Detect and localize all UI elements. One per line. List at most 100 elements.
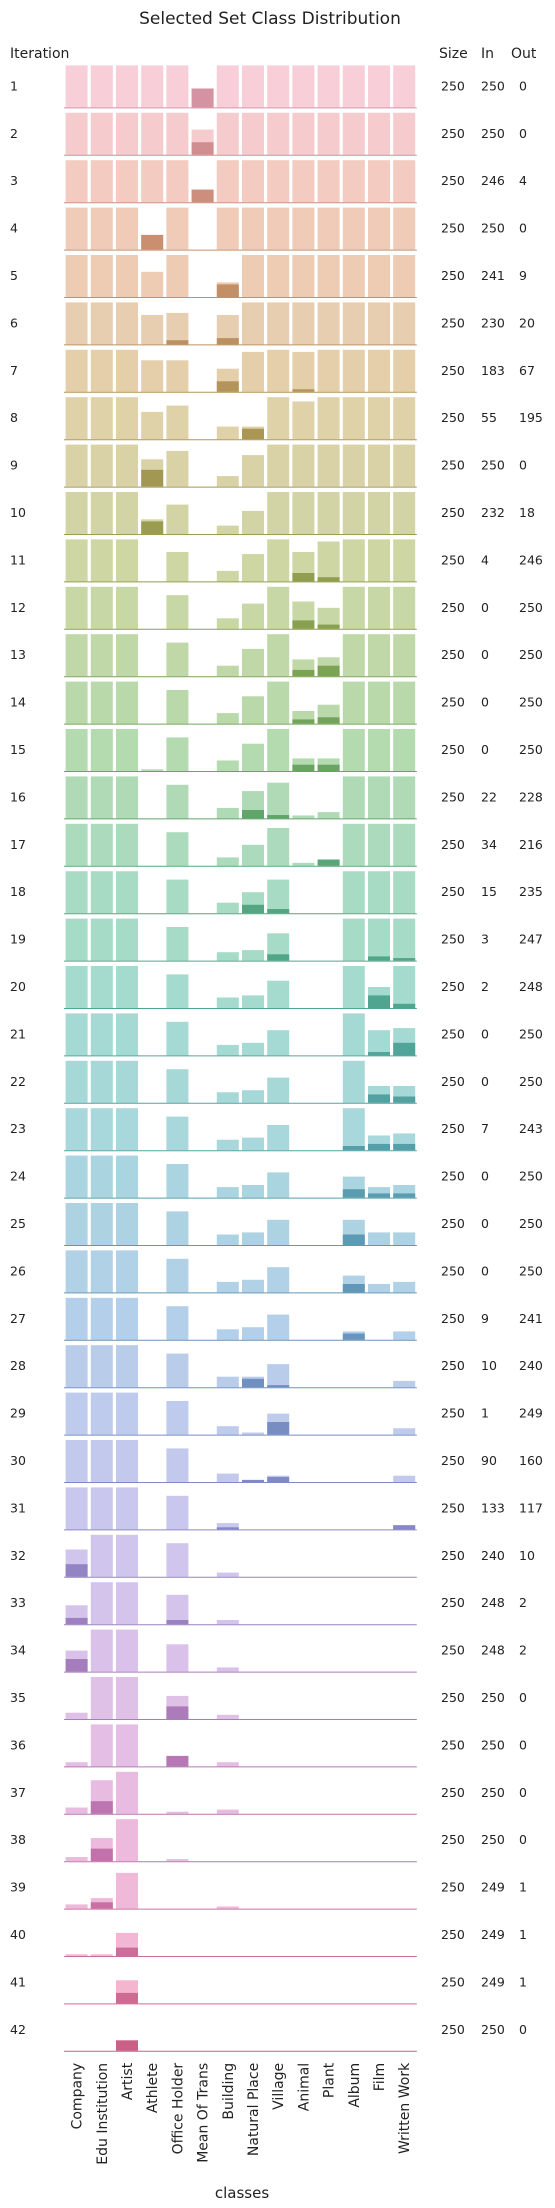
iteration-label: 20 <box>10 979 26 994</box>
class-bar <box>65 397 88 440</box>
stat-in: 0 <box>481 1169 489 1184</box>
class-bar <box>267 397 290 440</box>
selected-bar <box>90 1902 113 1909</box>
class-bar <box>65 871 88 914</box>
class-bar <box>116 918 138 961</box>
selected-bar <box>65 1659 88 1672</box>
class-bar <box>242 302 264 345</box>
class-bar <box>116 966 138 1008</box>
class-bar <box>368 1232 390 1245</box>
class-bar <box>292 112 315 155</box>
selected-bar <box>65 1564 88 1577</box>
class-bar <box>216 1667 239 1672</box>
stat-out: 247 <box>519 932 543 947</box>
class-bar <box>292 207 315 250</box>
stat-in: 250 <box>481 78 505 93</box>
stat-size: 250 <box>441 505 465 520</box>
class-bar <box>342 823 365 866</box>
iteration-label: 31 <box>10 1500 26 1515</box>
selected-bar <box>317 665 340 677</box>
stat-out: 250 <box>519 1263 543 1278</box>
class-bar <box>216 1329 239 1340</box>
selected-bar <box>368 1052 390 1056</box>
class-bar <box>393 349 416 392</box>
class-bar <box>216 857 239 866</box>
class-bar <box>65 1250 88 1293</box>
class-bar <box>166 1401 189 1435</box>
class-bar <box>292 351 315 392</box>
class-bar <box>292 815 315 819</box>
iteration-label: 6 <box>10 315 18 330</box>
stat-size: 250 <box>441 2022 465 2037</box>
class-bar <box>342 65 365 108</box>
class-bar <box>242 351 264 392</box>
x-tick-label: Athlete <box>145 2063 161 2113</box>
class-bar <box>216 1620 239 1625</box>
class-bar <box>65 586 88 629</box>
iteration-label: 35 <box>10 1690 26 1705</box>
stat-size: 250 <box>441 268 465 283</box>
iteration-label: 24 <box>10 1169 26 1184</box>
stat-size: 250 <box>441 410 465 425</box>
stat-in: 3 <box>481 932 489 947</box>
class-bar <box>267 729 290 771</box>
selected-bar <box>292 764 315 771</box>
stat-in: 0 <box>481 742 489 757</box>
class-bar <box>90 255 113 297</box>
selected-bar <box>216 381 239 392</box>
selected-bar <box>292 620 315 629</box>
x-tick-label: Animal <box>296 2063 312 2111</box>
class-bar <box>393 729 416 771</box>
class-bar <box>242 696 264 724</box>
class-bar <box>317 160 340 203</box>
stat-in: 0 <box>481 695 489 710</box>
class-bar <box>90 397 113 440</box>
class-bar <box>116 444 138 487</box>
stat-in: 34 <box>481 837 497 852</box>
iteration-label: 3 <box>10 173 18 188</box>
class-bar <box>267 255 290 297</box>
class-bar <box>166 112 189 155</box>
stat-size: 250 <box>441 1500 465 1515</box>
class-bar <box>116 776 138 819</box>
class-bar <box>368 492 390 534</box>
class-bar <box>166 595 189 629</box>
class-bar <box>116 1819 138 1862</box>
class-bar <box>267 112 290 155</box>
stat-size: 250 <box>441 1832 465 1847</box>
stat-out: 2 <box>519 1595 527 1610</box>
class-bar <box>116 1155 138 1198</box>
stat-in: 55 <box>481 410 497 425</box>
class-bar <box>166 552 189 582</box>
class-bar <box>267 980 290 1008</box>
class-bar <box>65 1954 88 1956</box>
stat-size: 250 <box>441 1453 465 1468</box>
x-tick-label: Film <box>372 2063 388 2091</box>
class-bar <box>90 1297 113 1340</box>
selected-bar <box>342 1333 365 1340</box>
x-tick-label: Album <box>347 2063 363 2108</box>
class-bar <box>65 1440 88 1482</box>
class-bar <box>90 776 113 819</box>
class-bar <box>90 729 113 771</box>
class-bar <box>216 997 239 1008</box>
stat-out: 20 <box>519 315 535 330</box>
class-bar <box>116 1582 138 1625</box>
class-bar <box>65 1762 88 1767</box>
iteration-label: 33 <box>10 1595 26 1610</box>
class-bar <box>116 1297 138 1340</box>
class-bar <box>116 255 138 297</box>
iteration-label: 30 <box>10 1453 26 1468</box>
class-bar <box>65 634 88 677</box>
selected-bar <box>242 1378 264 1388</box>
iteration-label: 13 <box>10 647 26 662</box>
stat-in: 22 <box>481 789 497 804</box>
class-bar <box>216 1139 239 1151</box>
class-bar <box>216 902 239 914</box>
class-bar <box>342 681 365 724</box>
stat-in: 4 <box>481 552 489 567</box>
class-bar <box>116 539 138 582</box>
selected-bar <box>267 1422 290 1435</box>
class-bar <box>116 160 138 203</box>
selected-bar <box>267 815 290 819</box>
